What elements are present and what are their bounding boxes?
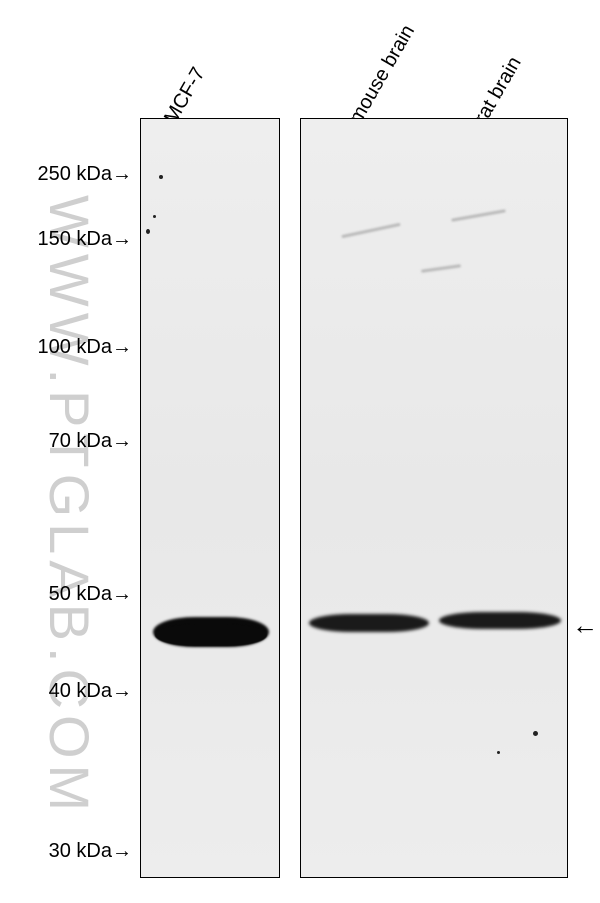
lane-label: mouse brain — [345, 21, 420, 128]
marker-label: 100 kDa→ — [20, 336, 132, 359]
marker-label: 250 kDa→ — [20, 163, 132, 186]
marker-label: 70 kDa→ — [34, 430, 132, 453]
artifact-speck — [497, 751, 500, 754]
band-indicator-arrow: ← — [572, 610, 598, 641]
artifact-speck — [533, 731, 538, 736]
artifact-speck — [159, 175, 163, 179]
blot-panel-left — [140, 118, 280, 878]
band-mouse-brain — [309, 614, 429, 632]
artifact-streak — [451, 209, 506, 222]
band-rat-brain — [439, 612, 561, 629]
artifact-speck — [146, 229, 150, 234]
band-mcf7-core — [155, 624, 267, 646]
marker-label: 30 kDa→ — [34, 840, 132, 863]
western-blot-figure: WWW.PTGLAB.COM MCF-7 mouse brain rat bra… — [0, 0, 600, 903]
artifact-streak — [341, 223, 400, 238]
blot-panel-right — [300, 118, 568, 878]
watermark-text: WWW.PTGLAB.COM — [37, 195, 102, 817]
marker-label: 50 kDa→ — [34, 583, 132, 606]
marker-label: 40 kDa→ — [34, 680, 132, 703]
lane-label: rat brain — [470, 53, 527, 128]
artifact-speck — [153, 215, 156, 218]
marker-label: 150 kDa→ — [20, 228, 132, 251]
artifact-streak — [421, 264, 461, 273]
